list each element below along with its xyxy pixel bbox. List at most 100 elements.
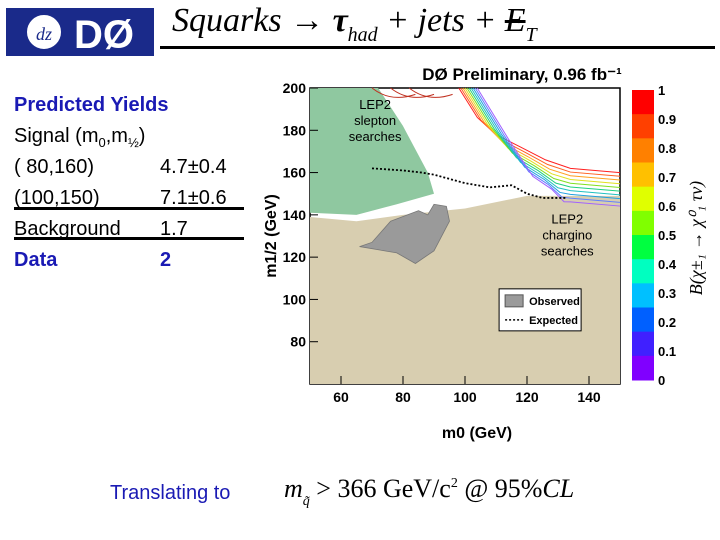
x-tick-label: 60	[333, 389, 349, 405]
colorbar-cell	[632, 126, 654, 139]
contour-arc	[390, 87, 435, 98]
colorbar-cell	[632, 259, 654, 272]
yield-row-value: 4.7±0.4	[160, 156, 227, 178]
title-main: Squarks	[172, 2, 291, 39]
data-row: Data 2	[14, 245, 244, 276]
contour-line	[468, 87, 621, 192]
yields-heading: Predicted Yields	[14, 94, 169, 116]
chargino-label: searches	[541, 243, 594, 258]
colorbar-tick-label: 0	[658, 373, 665, 388]
colorbar-cell	[632, 271, 654, 284]
contour-line	[470, 87, 621, 196]
title-arrow: →	[290, 2, 325, 39]
data-label: Data	[14, 249, 58, 271]
colorbar-tick-label: 0.2	[658, 315, 676, 330]
y-axis-label: m1/2 (GeV)	[263, 194, 280, 278]
colorbar-tick-label: 0.9	[658, 112, 676, 127]
legend-observed-label: Observed	[529, 296, 580, 308]
colorbar-label: B(χ±₁ → χ⁰₁ τν)	[686, 181, 707, 295]
signal-label-text: Signal (m0,m½)	[14, 125, 146, 150]
colorbar-tick-label: 0.1	[658, 344, 676, 359]
y-tick-label: 180	[283, 122, 307, 138]
contour-arc	[408, 87, 453, 98]
title-rest: + jets +	[377, 2, 505, 39]
contour-line	[462, 87, 621, 181]
colorbar-cell	[632, 174, 654, 188]
data-value: 2	[160, 249, 172, 271]
colorbar-cell	[632, 150, 654, 163]
signal-label: Signal (m0,m½)	[14, 121, 244, 152]
contour-line	[460, 87, 621, 177]
colorbar: 1 0.9 0.8 0.7 0.6 0.5 0.4 0.3 0.2 0.1 0	[632, 83, 677, 388]
title-tau: τ	[332, 2, 348, 39]
contour-line	[466, 87, 621, 188]
yields-table: Predicted Yields Signal (m0,m½) ( 80,160…	[14, 90, 244, 276]
y-tick-label: 160	[283, 165, 307, 181]
colorbar-cell	[632, 90, 654, 103]
y-tick-label: 140	[283, 207, 307, 223]
expected-curve	[371, 167, 568, 199]
colorbar-tick-label: 0.5	[658, 228, 676, 243]
slide-title: Squarks → τhad + jets + ET	[172, 2, 537, 46]
background-value: 1.7	[160, 218, 188, 240]
plot-layer: 60 80 100 120 14020018016014012010080LEP2sle…	[283, 80, 621, 405]
formula-at: @ 95%	[457, 474, 543, 503]
title-underline	[160, 46, 715, 49]
colorbar-cell	[632, 210, 654, 224]
exclusion-plot: DØ Preliminary, 0.96 fb⁻¹ 60 80 100 120 140 2…	[263, 65, 707, 442]
formula-sup: 2	[450, 476, 458, 491]
yield-row-label: ( 80,160)	[14, 156, 95, 178]
background-row: Background 1.7	[14, 214, 244, 245]
contour-line	[474, 87, 621, 203]
colorbar-tick-label: 1	[658, 83, 665, 98]
formula-m: m	[284, 474, 303, 503]
y-tick-label: 80	[290, 334, 306, 350]
x-tick-label: 140	[577, 389, 601, 405]
formula-main: > 366 GeV/c	[309, 474, 451, 503]
colorbar-cell	[632, 367, 654, 381]
colorbar-cell	[632, 331, 654, 345]
background-label: Background	[14, 218, 121, 240]
contour-line	[458, 87, 621, 174]
colorbar-cell	[632, 283, 654, 296]
y-tick-label: 100	[283, 291, 307, 307]
observed-region	[359, 203, 450, 264]
colorbar-cell	[632, 235, 654, 248]
limit-formula: mq̃ > 366 GeV/c2 @ 95%CL	[284, 474, 574, 509]
colorbar-tick-label: 0.3	[658, 286, 676, 301]
rule-bottom	[14, 237, 244, 240]
chargino-label: LEP2	[551, 211, 583, 226]
legend-expected-label: Expected	[529, 315, 578, 327]
colorbar-cell	[632, 138, 654, 151]
title-et-sub: T	[525, 24, 537, 46]
colorbar-tick-label: 0.4	[658, 257, 677, 272]
yield-row: (100,150) 7.1±0.6	[14, 183, 244, 214]
contour-line	[464, 87, 621, 185]
colorbar-cell	[632, 186, 654, 200]
slepton-label: slepton	[354, 113, 396, 128]
translating-label: Translating to	[110, 482, 231, 504]
colorbar-cell	[632, 102, 654, 115]
slepton-label: searches	[349, 129, 402, 144]
colorbar-cell	[632, 114, 654, 127]
y-tick-label: 200	[283, 80, 307, 96]
contour-line	[472, 87, 621, 200]
title-tau-sub: had	[347, 24, 378, 46]
x-axis-label: m0 (GeV)	[442, 425, 512, 442]
colorbar-cell	[632, 247, 654, 260]
y-tick-label: 120	[283, 249, 307, 265]
title-et: E	[504, 2, 526, 39]
colorbar-cell	[632, 222, 654, 236]
formula-sub: q̃	[302, 494, 310, 509]
legend-observed-swatch	[504, 294, 524, 308]
yield-row: ( 80,160) 4.7±0.4	[14, 152, 244, 183]
colorbar-cell	[632, 162, 654, 176]
d0-logo: dz DØ	[4, 2, 156, 60]
x-tick-label: 100	[453, 389, 477, 405]
colorbar-tick-label: 0.8	[658, 141, 676, 156]
plot-title: DØ Preliminary, 0.96 fb⁻¹	[422, 65, 622, 84]
x-tick-label: 80	[395, 389, 411, 405]
slepton-label: LEP2	[359, 97, 391, 112]
contour-line	[476, 87, 621, 207]
svg-text:dz: dz	[36, 24, 52, 44]
